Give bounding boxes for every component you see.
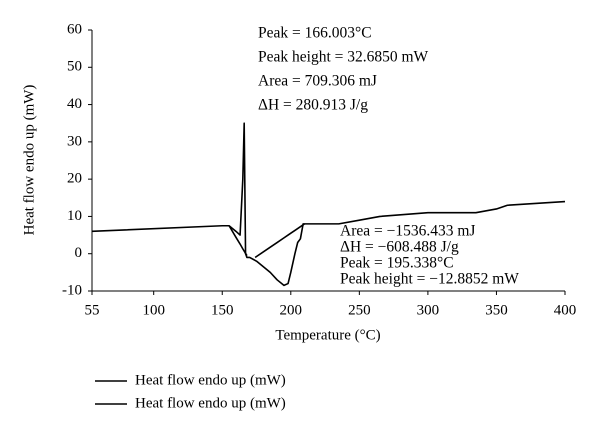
x-tick-label: 150 [211,302,234,318]
legend-label: Heat flow endo up (mW) [135,395,286,411]
annotation: Peak = 166.003°C [258,25,372,42]
y-tick-label: 40 [67,96,82,112]
y-tick-label: -10 [62,282,82,298]
y-axis-title: Heat flow endo up (mW) [21,85,37,236]
annotation: Area = 709.306 mJ [258,73,377,90]
y-tick-label: 50 [67,59,82,75]
x-tick-label: 350 [485,302,508,318]
y-tick-label: 30 [67,133,82,149]
annotation: Peak height = 32.6850 mW [258,49,429,66]
x-tick-label: 100 [142,302,165,318]
annotation: ΔH = −608.488 J/g [340,239,459,256]
x-axis-title: Temperature (°C) [275,327,380,343]
x-tick-label: 250 [348,302,371,318]
annotation: Peak = 195.338°C [340,255,454,272]
y-tick-label: 10 [67,208,82,224]
y-tick-label: 60 [67,21,82,37]
legend-label: Heat flow endo up (mW) [135,372,286,388]
x-tick-label: 55 [85,302,100,318]
x-tick-label: 200 [280,302,303,318]
data-line [91,122,566,287]
y-tick-label: 20 [67,171,82,187]
data-line [228,223,305,259]
x-tick-label: 300 [417,302,440,318]
annotation: Peak height = −12.8852 mW [340,271,519,288]
annotation: Area = −1536.433 mJ [340,223,475,240]
annotation: ΔH = 280.913 J/g [258,97,368,114]
x-tick-label: 400 [554,302,577,318]
y-tick-label: 0 [75,245,83,261]
